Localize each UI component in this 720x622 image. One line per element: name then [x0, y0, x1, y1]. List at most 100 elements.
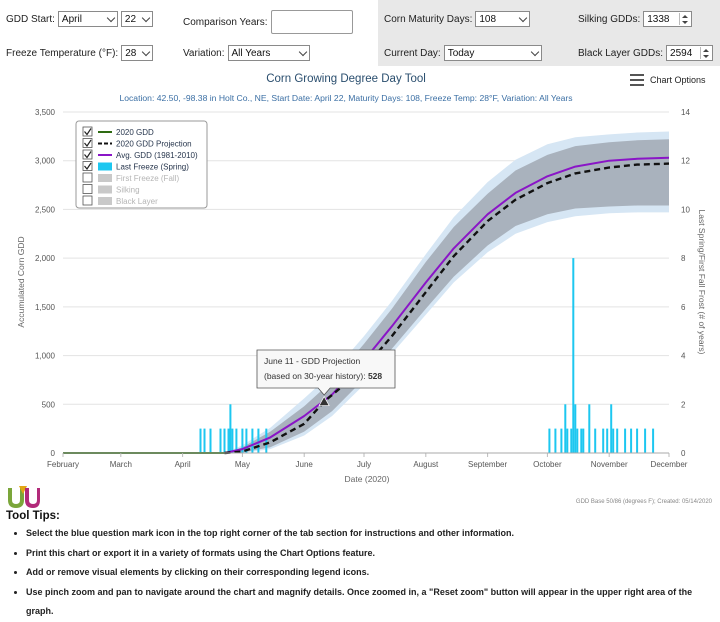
legend-symbol — [98, 174, 112, 182]
legend-checkbox[interactable] — [82, 149, 93, 160]
current-day-label: Current Day: — [384, 47, 441, 59]
legend-checkbox[interactable] — [82, 184, 93, 194]
fall-freeze-bar — [554, 428, 557, 453]
gdd-start-month-select[interactable]: April — [57, 11, 118, 27]
y2-tick-label: 2 — [681, 400, 686, 409]
x-tick-label: August — [413, 460, 439, 469]
silking-gdds-input[interactable]: 1338 — [643, 11, 693, 27]
tool-tips-section: Tool Tips: Select the blue question mark… — [6, 510, 716, 622]
legend-checkbox[interactable] — [82, 161, 93, 171]
comparison-years-label: Comparison Years: — [183, 16, 268, 28]
legend-checkbox[interactable] — [82, 138, 93, 148]
fall-freeze-bar — [566, 428, 569, 453]
x-tick-label: September — [468, 460, 507, 469]
spring-freeze-bar — [265, 428, 268, 453]
current-day-select[interactable]: Today — [443, 45, 542, 61]
spinner-arrows-icon[interactable] — [679, 13, 690, 25]
fall-freeze-bar — [564, 404, 567, 453]
y2-tick-label: 10 — [681, 205, 690, 214]
legend-label[interactable]: Avg. GDD (1981-2010) — [116, 151, 198, 160]
legend-label[interactable]: Last Freeze (Spring) — [116, 163, 189, 172]
y-tick-label: 0 — [51, 449, 56, 458]
freeze-bars — [199, 258, 655, 453]
y2-tick-label: 6 — [681, 303, 686, 312]
corn-maturity-days-select[interactable]: 108 — [475, 11, 531, 27]
y-tick-label: 3,500 — [35, 108, 56, 117]
variation-select[interactable]: All Years — [227, 45, 310, 61]
y-tick-label: 500 — [42, 400, 56, 409]
tool-tip-item: Use pinch zoom and pan to navigate aroun… — [26, 583, 716, 622]
check-icon — [84, 128, 92, 136]
gdd-start-label: GDD Start: — [6, 13, 55, 25]
tool-tips-title: Tool Tips: — [6, 510, 60, 522]
gdd-start-control: GDD Start: April 22 — [6, 11, 153, 27]
legend-checkbox[interactable] — [82, 126, 93, 137]
fall-freeze-bar — [576, 428, 579, 453]
y-tick-label: 1,500 — [35, 303, 56, 312]
x-tick-label: May — [235, 460, 250, 469]
spring-freeze-bar — [245, 428, 248, 453]
check-icon — [84, 139, 92, 148]
tooltip-box — [256, 349, 396, 396]
spring-freeze-bar — [203, 428, 206, 453]
y2-tick-label: 12 — [681, 157, 690, 166]
current-day-control: Current Day: Today — [384, 45, 542, 61]
gdd-start-month-value: April — [61, 14, 82, 25]
legend-checkbox[interactable] — [82, 195, 93, 206]
gdd-start-day-select[interactable]: 22 — [120, 11, 153, 27]
freeze-temperature-control: Freeze Temperature (°F): 28 — [6, 45, 154, 61]
variation-label: Variation: — [183, 47, 225, 59]
x-tick-label: July — [357, 460, 371, 469]
legend-label[interactable]: 2020 GDD Projection — [116, 140, 192, 149]
legend-checkbox[interactable] — [82, 172, 93, 183]
series-line — [224, 156, 670, 454]
spring-freeze-bar — [209, 428, 212, 453]
fall-freeze-bar — [560, 428, 563, 453]
silking-gdds-control: Silking GDDs: 1338 — [578, 11, 693, 27]
fall-freeze-bar — [582, 428, 585, 453]
x-tick-label: June — [296, 460, 314, 469]
tool-tip-item: Select the blue question mark icon in th… — [26, 524, 716, 544]
spring-freeze-bar — [219, 428, 222, 453]
corn-maturity-days-label: Corn Maturity Days: — [384, 13, 473, 25]
legend-symbol — [98, 197, 112, 205]
hamburger-menu-icon — [630, 74, 644, 86]
chart-options-button[interactable]: Chart Options — [630, 74, 706, 86]
spring-freeze-bar — [199, 428, 202, 453]
silking-gdds-label: Silking GDDs: — [578, 13, 641, 25]
legend-label[interactable]: Black Layer — [116, 197, 158, 206]
gdd-start-day-value: 22 — [124, 14, 137, 25]
fall-freeze-bar — [570, 428, 573, 453]
legend-label[interactable]: 2020 GDD — [116, 128, 154, 137]
black-layer-gdds-input[interactable]: 2594 — [666, 45, 714, 61]
fall-freeze-bar — [572, 258, 575, 453]
y-axis-label: Accumulated Corn GDD — [16, 236, 26, 327]
legend-symbol — [98, 185, 112, 194]
freeze-temperature-select[interactable]: 28 — [121, 45, 154, 61]
legend-label[interactable]: Silking — [116, 186, 140, 195]
y2-tick-label: 4 — [681, 352, 686, 361]
fall-freeze-bar — [610, 404, 613, 453]
tool-tips-list: Select the blue question mark icon in th… — [6, 524, 716, 622]
x-tick-label: March — [110, 460, 132, 469]
tooltip-line2: (based on 30-year history): 528 — [264, 371, 382, 381]
fall-freeze-bar — [574, 404, 577, 453]
tooltip: June 11 - GDD Projection (based on 30-yea… — [256, 349, 396, 406]
fall-freeze-bar — [602, 428, 605, 453]
legend-label[interactable]: First Freeze (Fall) — [116, 174, 179, 183]
black-layer-gdds-label: Black Layer GDDs: — [578, 47, 664, 59]
tooltip-marker-icon — [318, 395, 330, 406]
spinner-arrows-icon[interactable] — [700, 47, 711, 59]
spring-freeze-bar — [229, 404, 232, 453]
fall-freeze-bar — [644, 428, 647, 453]
fall-freeze-bar — [630, 428, 633, 453]
corn-maturity-days-control: Corn Maturity Days: 108 — [384, 11, 531, 27]
chart-footnote: GDD Base 50/86 (degrees F); Created: 05/… — [575, 499, 712, 505]
x-tick-label: November — [591, 460, 628, 469]
freeze-temperature-value: 28 — [125, 48, 137, 59]
x-tick-label: December — [651, 460, 688, 469]
range-band — [224, 139, 669, 454]
x-tick-label: October — [533, 460, 562, 469]
y2-tick-label: 0 — [681, 449, 686, 458]
comparison-years-input[interactable] — [270, 10, 353, 34]
